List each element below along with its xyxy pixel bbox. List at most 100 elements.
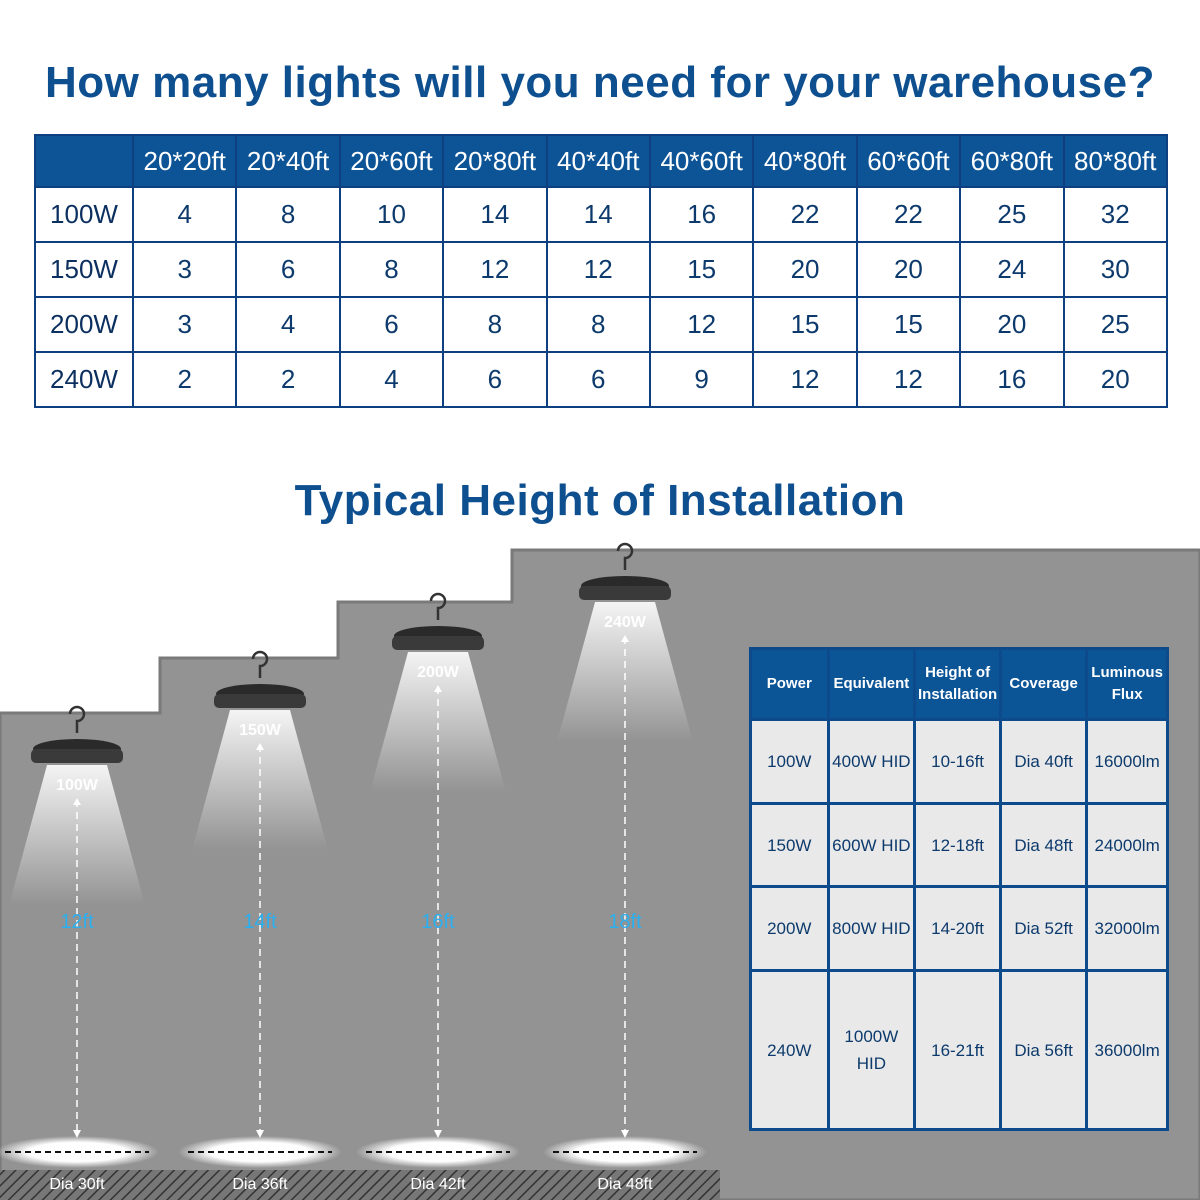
quantity-cell: 10 <box>338 186 445 243</box>
spec-cell: Dia 48ft <box>998 801 1089 889</box>
table-row: 240W 1000W HID 16-21ft Dia 56ft 36000lm <box>749 969 1169 1131</box>
quantity-cell: 24 <box>959 241 1065 298</box>
column-header: 20*40ft <box>235 134 341 188</box>
quantity-cell: 4 <box>235 296 341 353</box>
quantity-cell: 12 <box>545 241 651 298</box>
spec-cell: 10-16ft <box>913 718 1002 805</box>
quantity-cell: 12 <box>855 351 962 408</box>
spec-cell: 36000lm <box>1085 969 1169 1131</box>
spec-cell: 100W <box>749 718 830 805</box>
quantity-cell: 25 <box>959 186 1065 243</box>
lights-quantity-table: 20*20ft 20*40ft 20*60ft 20*80ft 40*40ft 40*60… <box>34 134 1169 408</box>
spec-cell: Dia 40ft <box>998 718 1089 805</box>
diameter-label: Dia 48ft <box>597 1176 653 1193</box>
lamp-wattage-label: 240W <box>604 614 647 631</box>
light-beam <box>370 652 506 792</box>
quantity-cell: 2 <box>131 351 238 408</box>
row-header: 240W <box>34 351 134 408</box>
page-title: How many lights will you need for your w… <box>45 58 1155 107</box>
lamp-100W: 100W 12ft Dia 30ft <box>0 705 159 1193</box>
quantity-cell: 6 <box>442 351 548 408</box>
column-header: 80*80ft <box>1062 134 1169 188</box>
lamp-body <box>31 749 123 763</box>
floor <box>0 1170 720 1200</box>
hook-icon <box>68 705 86 733</box>
quantity-cell: 8 <box>545 296 651 353</box>
quantity-cell: 15 <box>752 296 858 353</box>
section-title: Typical Height of Installation <box>294 476 906 525</box>
quantity-cell: 2 <box>235 351 341 408</box>
spec-cell: 400W HID <box>826 718 917 805</box>
diameter-label: Dia 42ft <box>410 1176 466 1193</box>
quantity-cell: 15 <box>855 296 962 353</box>
quantity-cell: 3 <box>131 241 238 298</box>
spec-cell: 16-21ft <box>913 969 1002 1131</box>
quantity-cell: 20 <box>1062 351 1169 408</box>
spec-cell: Dia 56ft <box>998 969 1089 1131</box>
spec-cell: 150W <box>749 801 830 889</box>
table-row: 200W 3 4 6 8 8 12 15 15 20 25 <box>34 296 1169 353</box>
quantity-cell: 8 <box>235 186 341 243</box>
spec-cell: 1000W HID <box>826 969 917 1131</box>
quantity-cell: 20 <box>752 241 858 298</box>
light-beam <box>557 602 693 742</box>
spec-cell: 12-18ft <box>913 801 1002 889</box>
quantity-cell: 6 <box>338 296 445 353</box>
spec-table: Power Equivalent Height of Installation Cov… <box>749 647 1169 1131</box>
spec-header: Equivalent <box>826 647 917 721</box>
row-header: 100W <box>34 186 134 243</box>
column-header: 20*60ft <box>338 134 445 188</box>
spec-header: Power <box>749 647 830 721</box>
lamp-150W: 150W 14ft Dia 36ft <box>178 650 342 1193</box>
quantity-cell: 4 <box>338 351 445 408</box>
column-header: 20*80ft <box>442 134 548 188</box>
quantity-cell: 14 <box>545 186 651 243</box>
lamp-body <box>392 636 484 650</box>
table-row: 150W 600W HID 12-18ft Dia 48ft 24000lm <box>749 801 1169 889</box>
column-header: 20*20ft <box>131 134 238 188</box>
lamp-240W: 240W 18ft Dia 48ft <box>543 542 707 1193</box>
light-beam <box>9 765 145 905</box>
quantity-cell: 22 <box>855 186 962 243</box>
row-header: 200W <box>34 296 134 353</box>
table-row: 100W 400W HID 10-16ft Dia 40ft 16000lm <box>749 718 1169 805</box>
quantity-cell: 12 <box>752 351 858 408</box>
spec-cell: 14-20ft <box>913 885 1002 973</box>
column-header: 60*80ft <box>959 134 1065 188</box>
corner-cell <box>34 134 134 188</box>
table-row: 200W 800W HID 14-20ft Dia 52ft 32000lm <box>749 885 1169 973</box>
spec-cell: 24000lm <box>1085 801 1169 889</box>
spec-header: Height of Installation <box>913 647 1002 721</box>
hook-icon <box>616 542 634 570</box>
column-header: 60*60ft <box>855 134 962 188</box>
hook-icon <box>429 592 447 620</box>
table-row: 240W 2 2 4 6 6 9 12 12 16 20 <box>34 351 1169 408</box>
spec-cell: 800W HID <box>826 885 917 973</box>
lamp-body <box>579 586 671 600</box>
quantity-cell: 8 <box>442 296 548 353</box>
spec-cell: 32000lm <box>1085 885 1169 973</box>
lamp-wattage-label: 200W <box>417 664 460 681</box>
spec-cell: 16000lm <box>1085 718 1169 805</box>
row-header: 150W <box>34 241 134 298</box>
quantity-cell: 20 <box>959 296 1065 353</box>
quantity-cell: 6 <box>545 351 651 408</box>
quantity-cell: 16 <box>959 351 1065 408</box>
column-header: 40*80ft <box>752 134 858 188</box>
table-row: 100W 4 8 10 14 14 16 22 22 25 32 <box>34 186 1169 243</box>
quantity-cell: 12 <box>442 241 548 298</box>
quantity-cell: 20 <box>855 241 962 298</box>
quantity-cell: 25 <box>1062 296 1169 353</box>
spec-cell: Dia 52ft <box>998 885 1089 973</box>
lamp-wattage-label: 100W <box>56 777 99 794</box>
quantity-cell: 8 <box>338 241 445 298</box>
column-header: 40*60ft <box>648 134 755 188</box>
lamp-200W: 200W 16ft Dia 42ft <box>356 592 520 1193</box>
height-label: 14ft <box>243 911 277 933</box>
light-beam <box>192 710 328 850</box>
spec-header: Coverage <box>998 647 1089 721</box>
height-label: 16ft <box>421 911 455 933</box>
diameter-label: Dia 36ft <box>232 1176 288 1193</box>
quantity-cell: 3 <box>131 296 238 353</box>
height-label: 12ft <box>60 911 94 933</box>
